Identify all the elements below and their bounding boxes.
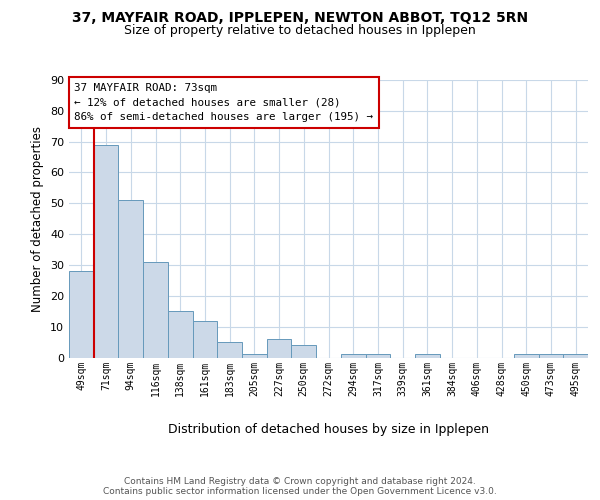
Bar: [143, 262, 168, 358]
Bar: [193, 320, 217, 358]
Bar: [563, 354, 588, 358]
Text: 37, MAYFAIR ROAD, IPPLEPEN, NEWTON ABBOT, TQ12 5RN: 37, MAYFAIR ROAD, IPPLEPEN, NEWTON ABBOT…: [72, 11, 528, 25]
Bar: [365, 354, 390, 358]
Text: Contains HM Land Registry data © Crown copyright and database right 2024.
Contai: Contains HM Land Registry data © Crown c…: [103, 476, 497, 496]
Text: 37 MAYFAIR ROAD: 73sqm
← 12% of detached houses are smaller (28)
86% of semi-det: 37 MAYFAIR ROAD: 73sqm ← 12% of detached…: [74, 83, 373, 122]
Bar: [341, 354, 365, 358]
Text: Size of property relative to detached houses in Ipplepen: Size of property relative to detached ho…: [124, 24, 476, 37]
Bar: [242, 354, 267, 358]
Bar: [514, 354, 539, 358]
Bar: [267, 339, 292, 357]
Bar: [118, 200, 143, 358]
Bar: [292, 345, 316, 358]
Y-axis label: Number of detached properties: Number of detached properties: [31, 126, 44, 312]
Bar: [168, 311, 193, 358]
Bar: [217, 342, 242, 357]
Text: Distribution of detached houses by size in Ipplepen: Distribution of detached houses by size …: [168, 422, 490, 436]
Bar: [94, 145, 118, 358]
Bar: [415, 354, 440, 358]
Bar: [539, 354, 563, 358]
Bar: [69, 271, 94, 358]
